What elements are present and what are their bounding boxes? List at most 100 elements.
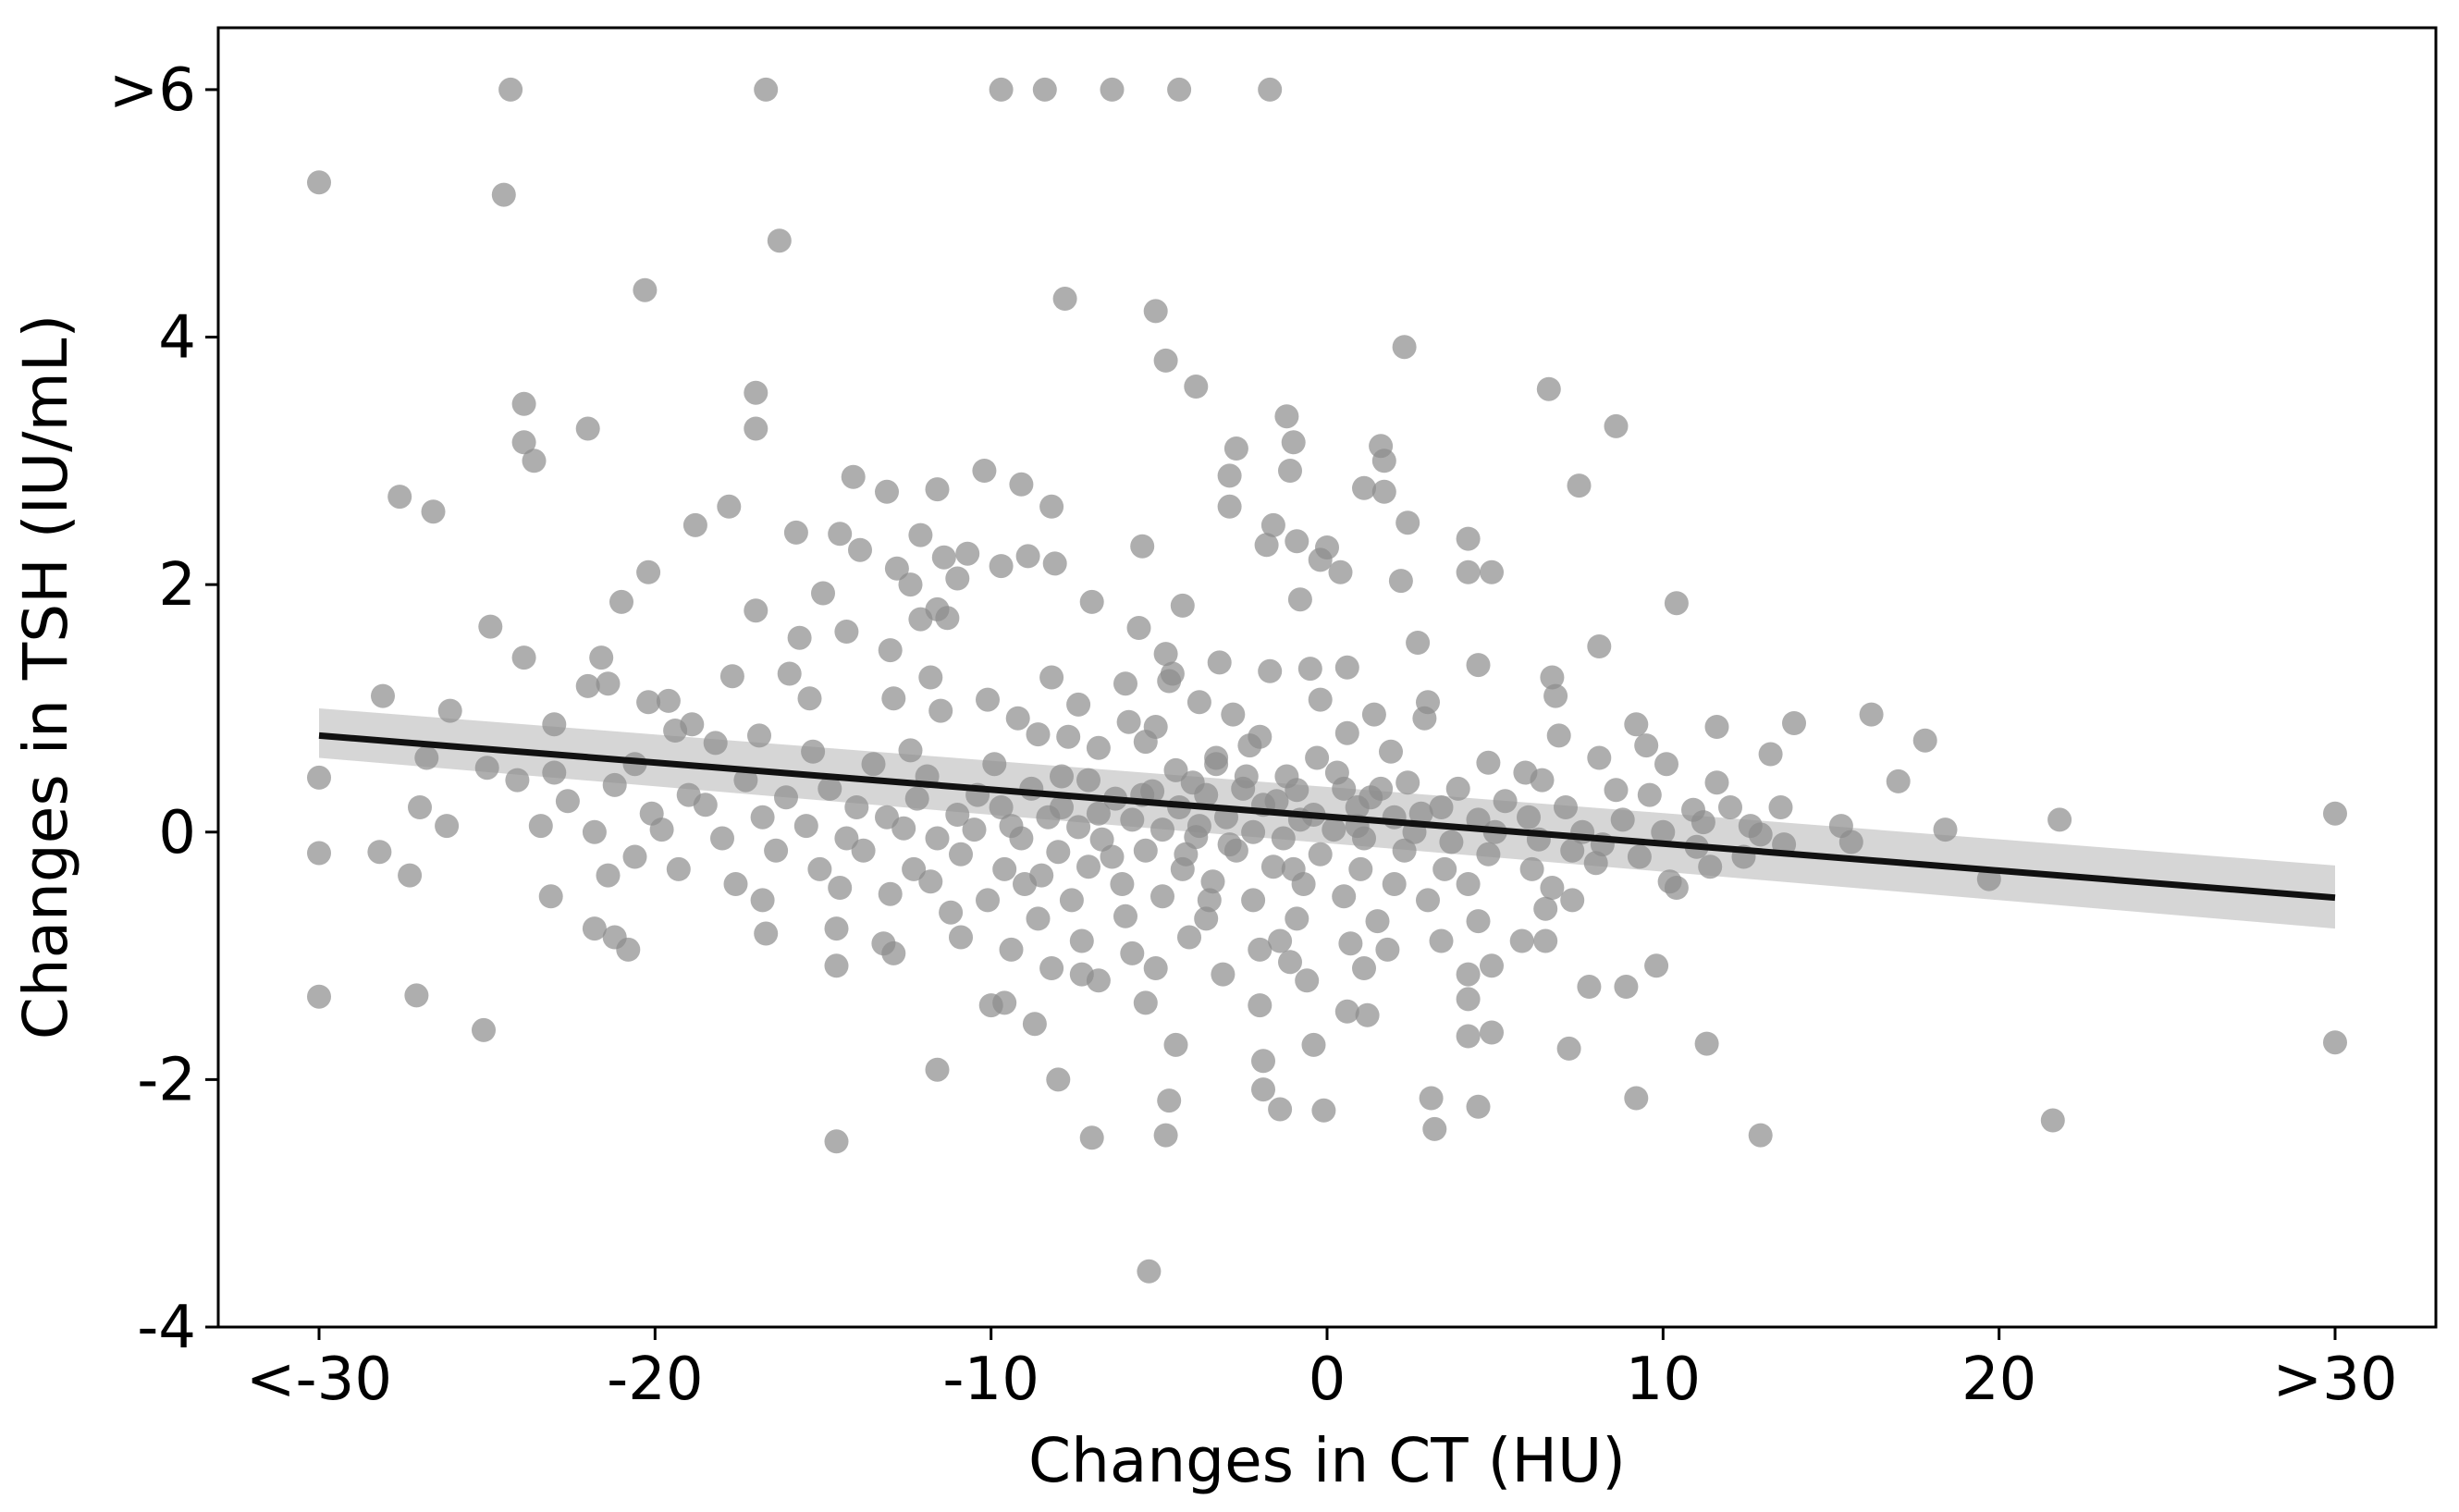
data-point — [1718, 795, 1742, 819]
x-tick-label: -20 — [607, 1346, 704, 1414]
data-point — [1332, 884, 1357, 909]
data-point — [522, 449, 547, 473]
data-point — [1005, 706, 1030, 731]
data-point — [609, 589, 633, 614]
data-point — [387, 485, 412, 510]
data-point — [1039, 956, 1064, 980]
data-point — [367, 840, 392, 865]
data-point — [1554, 795, 1578, 819]
data-point — [1251, 1077, 1275, 1102]
data-point — [1352, 475, 1376, 500]
x-tick-label: 0 — [1309, 1346, 1346, 1414]
data-point — [1170, 593, 1195, 618]
data-point — [801, 739, 826, 764]
data-point — [1651, 819, 1676, 844]
data-point — [1258, 77, 1283, 102]
data-point — [693, 793, 718, 817]
y-axis-title: Changes in TSH (IU/mL) — [10, 314, 81, 1040]
y-tick-label: 2 — [158, 551, 196, 620]
data-point — [1120, 807, 1145, 832]
data-point — [1543, 683, 1568, 708]
data-point — [1308, 687, 1333, 712]
data-point — [602, 772, 627, 797]
data-point — [1560, 888, 1585, 913]
data-point — [1163, 757, 1188, 782]
data-point — [1429, 795, 1454, 819]
data-point — [1533, 896, 1558, 921]
data-point — [1308, 547, 1333, 572]
data-point — [703, 731, 728, 756]
data-point — [435, 814, 460, 839]
data-point — [633, 277, 658, 302]
x-axis-title: Changes in CT (HU) — [1028, 1425, 1626, 1496]
y-tick-label: -2 — [137, 1046, 196, 1114]
data-point — [1509, 928, 1534, 953]
data-point — [1445, 776, 1470, 801]
data-point — [1143, 299, 1168, 324]
data-point — [1371, 479, 1396, 504]
data-point — [616, 937, 641, 962]
data-point — [1204, 752, 1229, 777]
data-point — [511, 645, 536, 670]
data-point — [542, 760, 567, 785]
data-point — [992, 990, 1017, 1015]
data-point — [976, 888, 1000, 913]
data-point — [1355, 1002, 1380, 1027]
data-point — [1241, 888, 1266, 913]
data-point — [1274, 764, 1299, 789]
data-point — [1143, 956, 1168, 980]
data-point — [589, 645, 614, 670]
data-point — [1026, 906, 1051, 931]
data-point — [1456, 872, 1481, 896]
data-point — [1412, 706, 1437, 731]
data-point — [596, 863, 621, 888]
data-point — [875, 479, 899, 504]
data-point — [928, 698, 953, 723]
data-point — [1241, 819, 1266, 844]
data-point — [1197, 888, 1222, 913]
data-point — [793, 814, 818, 839]
data-point — [1221, 702, 1246, 727]
data-point — [1604, 413, 1629, 438]
data-point — [1476, 842, 1501, 867]
data-point — [1345, 795, 1370, 819]
data-point — [1009, 472, 1034, 497]
data-point — [414, 745, 439, 770]
data-point — [1311, 1098, 1336, 1123]
data-point — [1186, 690, 1211, 715]
plot-frame — [216, 26, 2438, 1329]
data-point — [1274, 404, 1299, 429]
data-point — [1039, 665, 1064, 690]
data-point — [844, 795, 869, 819]
data-point — [1251, 1049, 1275, 1074]
data-point — [1126, 616, 1151, 640]
data-point — [478, 614, 503, 639]
data-point — [1466, 1094, 1491, 1119]
data-point — [1382, 872, 1407, 896]
data-point — [1352, 956, 1376, 980]
data-point — [1838, 830, 1863, 854]
data-point — [747, 723, 771, 748]
data-point — [1644, 953, 1669, 978]
data-point — [575, 673, 600, 698]
data-point — [1029, 863, 1054, 888]
data-point — [834, 620, 859, 644]
data-point — [1456, 1024, 1481, 1049]
data-point — [636, 559, 661, 584]
data-point — [1223, 436, 1248, 461]
data-point — [1301, 1032, 1326, 1057]
data-point — [1933, 817, 1958, 842]
data-point — [898, 572, 923, 597]
data-point — [1859, 702, 1884, 727]
regression-line-layer — [318, 731, 2336, 902]
data-point — [861, 752, 886, 777]
data-point — [1200, 869, 1225, 894]
data-point — [811, 581, 835, 606]
data-point — [925, 1057, 950, 1082]
data-point — [1408, 801, 1433, 826]
data-point — [1577, 975, 1602, 999]
data-point — [1163, 1032, 1188, 1057]
data-point — [491, 182, 516, 207]
data-point — [1664, 591, 1689, 616]
data-point — [408, 795, 432, 819]
